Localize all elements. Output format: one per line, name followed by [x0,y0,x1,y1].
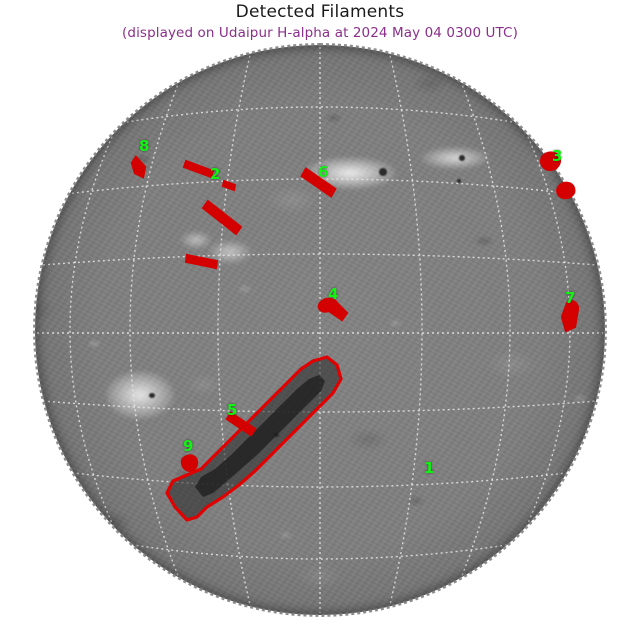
solar-disk-container: 1 2 3 4 5 6 7 8 9 [33,43,607,617]
sunspot-pore-b [459,155,465,161]
sunspot-pore-a [379,168,387,176]
page-title: Detected Filaments [235,2,405,22]
sunspot-pore-c [149,393,155,398]
page-subtitle: (displayed on Udaipur H-alpha at 2024 Ma… [122,25,518,41]
solar-disk [35,45,605,615]
granulation-layer-3 [35,45,605,615]
sunspot-pore-e [457,179,461,183]
sunspot-pore-d [274,433,279,437]
